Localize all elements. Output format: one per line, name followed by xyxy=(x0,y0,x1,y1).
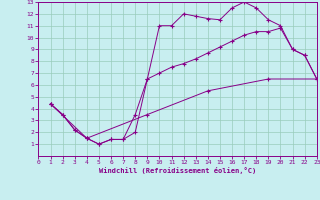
X-axis label: Windchill (Refroidissement éolien,°C): Windchill (Refroidissement éolien,°C) xyxy=(99,167,256,174)
